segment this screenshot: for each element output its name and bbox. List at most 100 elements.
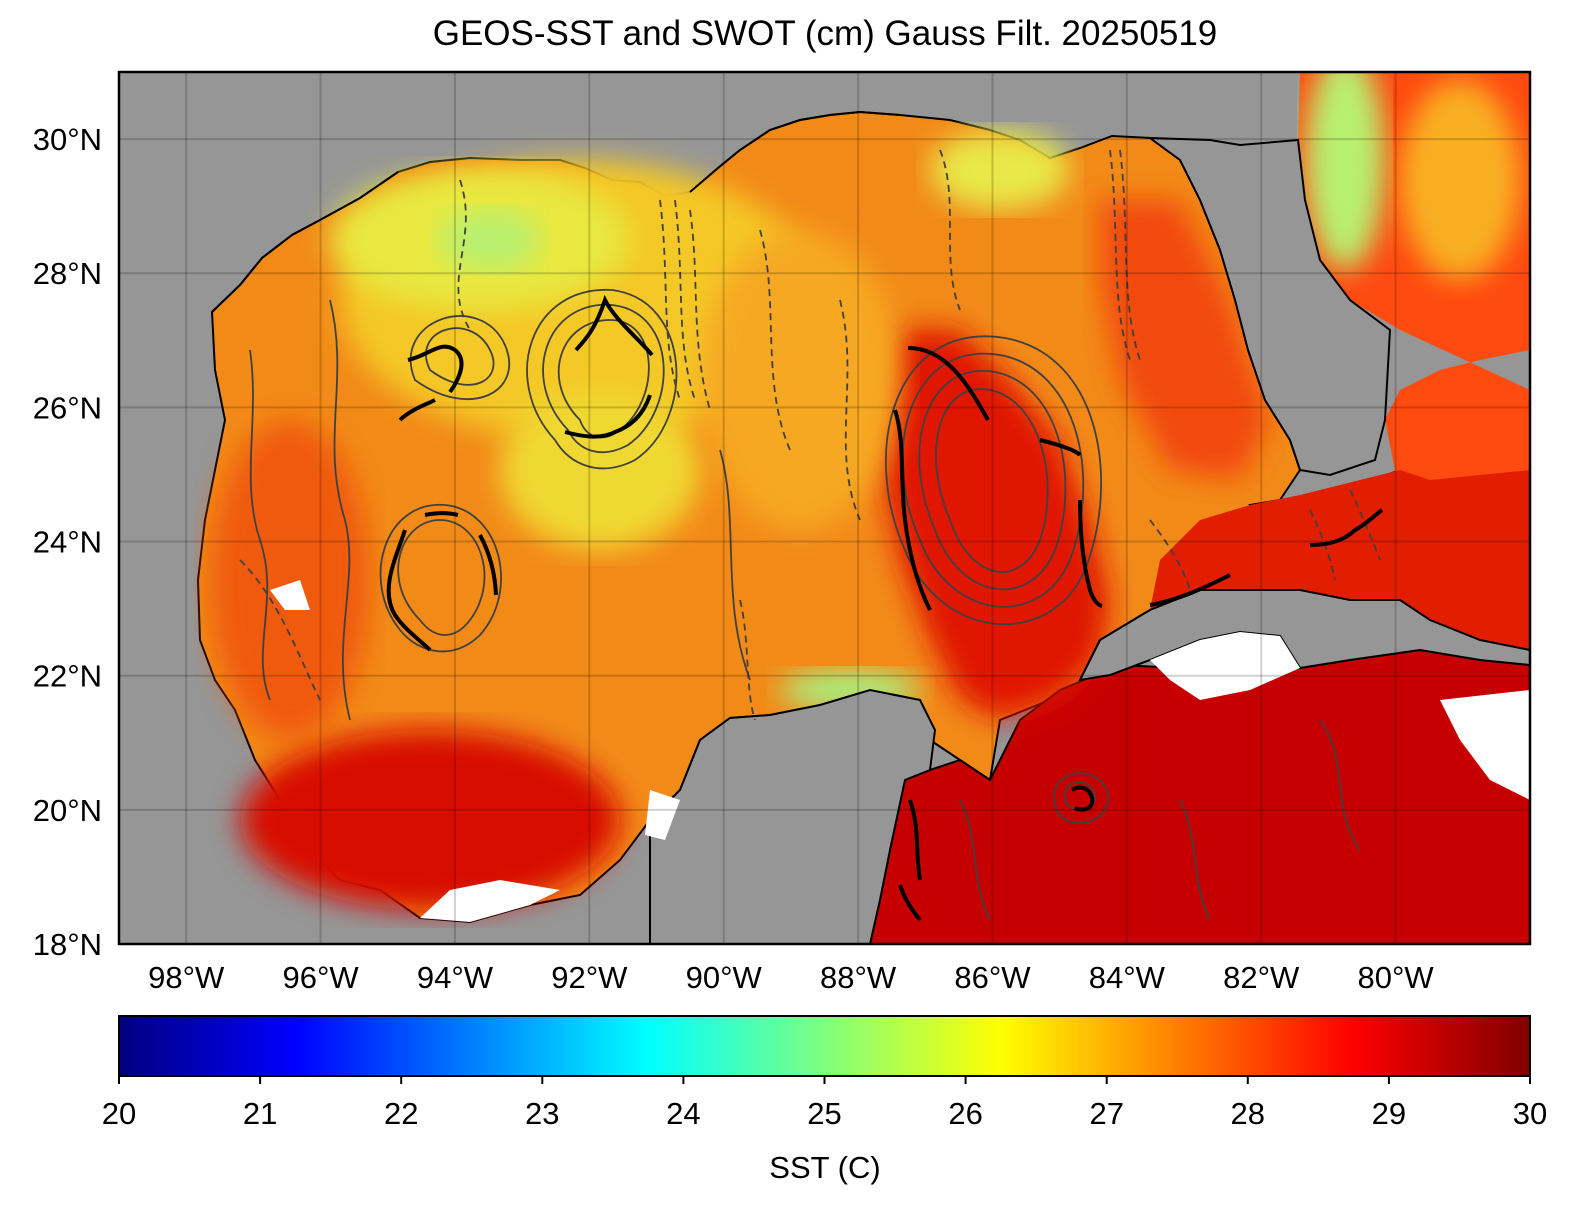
contour <box>1070 785 1095 812</box>
contour <box>564 394 652 439</box>
ssh-contours <box>249 289 1361 921</box>
contour <box>1149 573 1231 607</box>
atlantic-cool-coast <box>1305 72 1385 270</box>
colorbar-tick-label: 23 <box>525 1096 559 1131</box>
contour <box>1319 719 1361 851</box>
contour <box>379 504 502 653</box>
colorbar-ticks: 20 21 22 23 24 25 26 27 28 29 30 <box>102 1076 1547 1131</box>
colorbar <box>118 1015 1531 1077</box>
contour <box>1052 772 1109 824</box>
colorbar-tick-label: 20 <box>102 1096 136 1131</box>
coastline-west <box>211 171 399 313</box>
lat-tick-label: 20°N <box>33 793 102 828</box>
missing-data-west <box>270 580 310 610</box>
colorbar-tick-label: 28 <box>1231 1096 1265 1131</box>
missing-data-campeche <box>420 880 560 922</box>
contour <box>893 409 932 611</box>
contour <box>397 519 486 636</box>
contour <box>526 289 678 470</box>
colorbar-tick-label: 22 <box>384 1096 418 1131</box>
ssh-contours-negative <box>239 149 1381 721</box>
cool-central-yellow <box>500 390 700 550</box>
contour <box>457 179 471 331</box>
contour <box>478 534 498 596</box>
contour <box>386 529 432 652</box>
florida-straits-water <box>1150 470 1530 650</box>
contour <box>689 209 711 411</box>
contour <box>674 199 696 401</box>
contour <box>249 349 271 701</box>
contour <box>424 511 459 517</box>
contour <box>935 388 1049 573</box>
missing-data-yucatan-east <box>645 790 680 840</box>
contour <box>759 229 791 451</box>
lat-tick-label: 18°N <box>33 927 102 962</box>
colorbar-tick-label: 24 <box>666 1096 700 1131</box>
contour <box>907 346 990 422</box>
lon-tick-label: 92°W <box>551 960 628 995</box>
contour <box>898 884 922 922</box>
lon-tick-label: 84°W <box>1089 960 1166 995</box>
contour <box>1109 149 1131 361</box>
lon-tick-label: 90°W <box>686 960 763 995</box>
lat-tick-label: 28°N <box>33 256 102 291</box>
contour <box>542 304 665 454</box>
contour <box>1119 149 1141 361</box>
contour <box>1039 438 1082 457</box>
contour <box>839 299 861 521</box>
florida-land <box>1146 136 1392 477</box>
cool-green-patch <box>440 210 540 270</box>
graticule <box>119 72 1530 944</box>
bay-of-campeche-warm <box>240 730 620 910</box>
yucatan-land <box>649 688 937 944</box>
contour <box>1309 508 1384 547</box>
atlantic-yellow <box>1400 80 1520 280</box>
lon-tick-label: 80°W <box>1358 960 1435 995</box>
contour <box>1149 519 1191 591</box>
contour <box>1063 781 1096 810</box>
chart-title: GEOS-SST and SWOT (cm) Gauss Filt. 20250… <box>432 14 1218 53</box>
lon-tick-label: 82°W <box>1223 960 1300 995</box>
colorbar-tick-label: 25 <box>807 1096 841 1131</box>
western-warm <box>210 420 370 740</box>
contour <box>659 199 681 401</box>
contour <box>901 352 1085 608</box>
colorbar-tick-label: 29 <box>1372 1096 1406 1131</box>
latitude-labels: 30°N 28°N 26°N 24°N 22°N 20°N 18°N <box>33 122 102 962</box>
contour <box>239 559 321 701</box>
missing-data-cuba-south <box>1150 632 1300 700</box>
colorbar-tick-label: 27 <box>1089 1096 1123 1131</box>
contour <box>409 315 511 400</box>
lat-tick-label: 22°N <box>33 659 102 694</box>
coastline-louisiana <box>689 110 901 193</box>
ssh-zero-contours <box>386 294 1384 922</box>
contour <box>1179 799 1211 921</box>
contour <box>918 370 1067 591</box>
missing-data-caribbean-east <box>1440 690 1530 800</box>
lon-tick-label: 94°W <box>417 960 494 995</box>
longitude-labels: 98°W 96°W 94°W 92°W 90°W 88°W 86°W 84°W 82°W 80°W <box>148 960 1434 995</box>
contour <box>407 344 464 394</box>
lat-tick-label: 30°N <box>33 122 102 157</box>
contour <box>398 398 436 422</box>
contour <box>329 299 351 721</box>
contour <box>574 294 654 357</box>
eastern-shelf-warm <box>1100 200 1270 480</box>
lon-tick-label: 96°W <box>283 960 360 995</box>
colorbar-tick-label: 26 <box>948 1096 982 1131</box>
loop-current-warm <box>880 330 1110 720</box>
contour <box>1078 499 1103 608</box>
map-frame <box>117 70 1532 946</box>
contour <box>885 335 1102 626</box>
colorbar-label: SST (C) <box>769 1150 881 1185</box>
cool-mississippi <box>930 130 1070 210</box>
contour <box>959 799 991 921</box>
contour <box>908 799 922 881</box>
lat-tick-label: 24°N <box>33 525 102 560</box>
lon-tick-label: 98°W <box>148 960 225 995</box>
contour <box>739 599 756 721</box>
lon-tick-label: 86°W <box>954 960 1031 995</box>
colorbar-tick-label: 21 <box>243 1096 277 1131</box>
lat-tick-label: 26°N <box>33 390 102 425</box>
